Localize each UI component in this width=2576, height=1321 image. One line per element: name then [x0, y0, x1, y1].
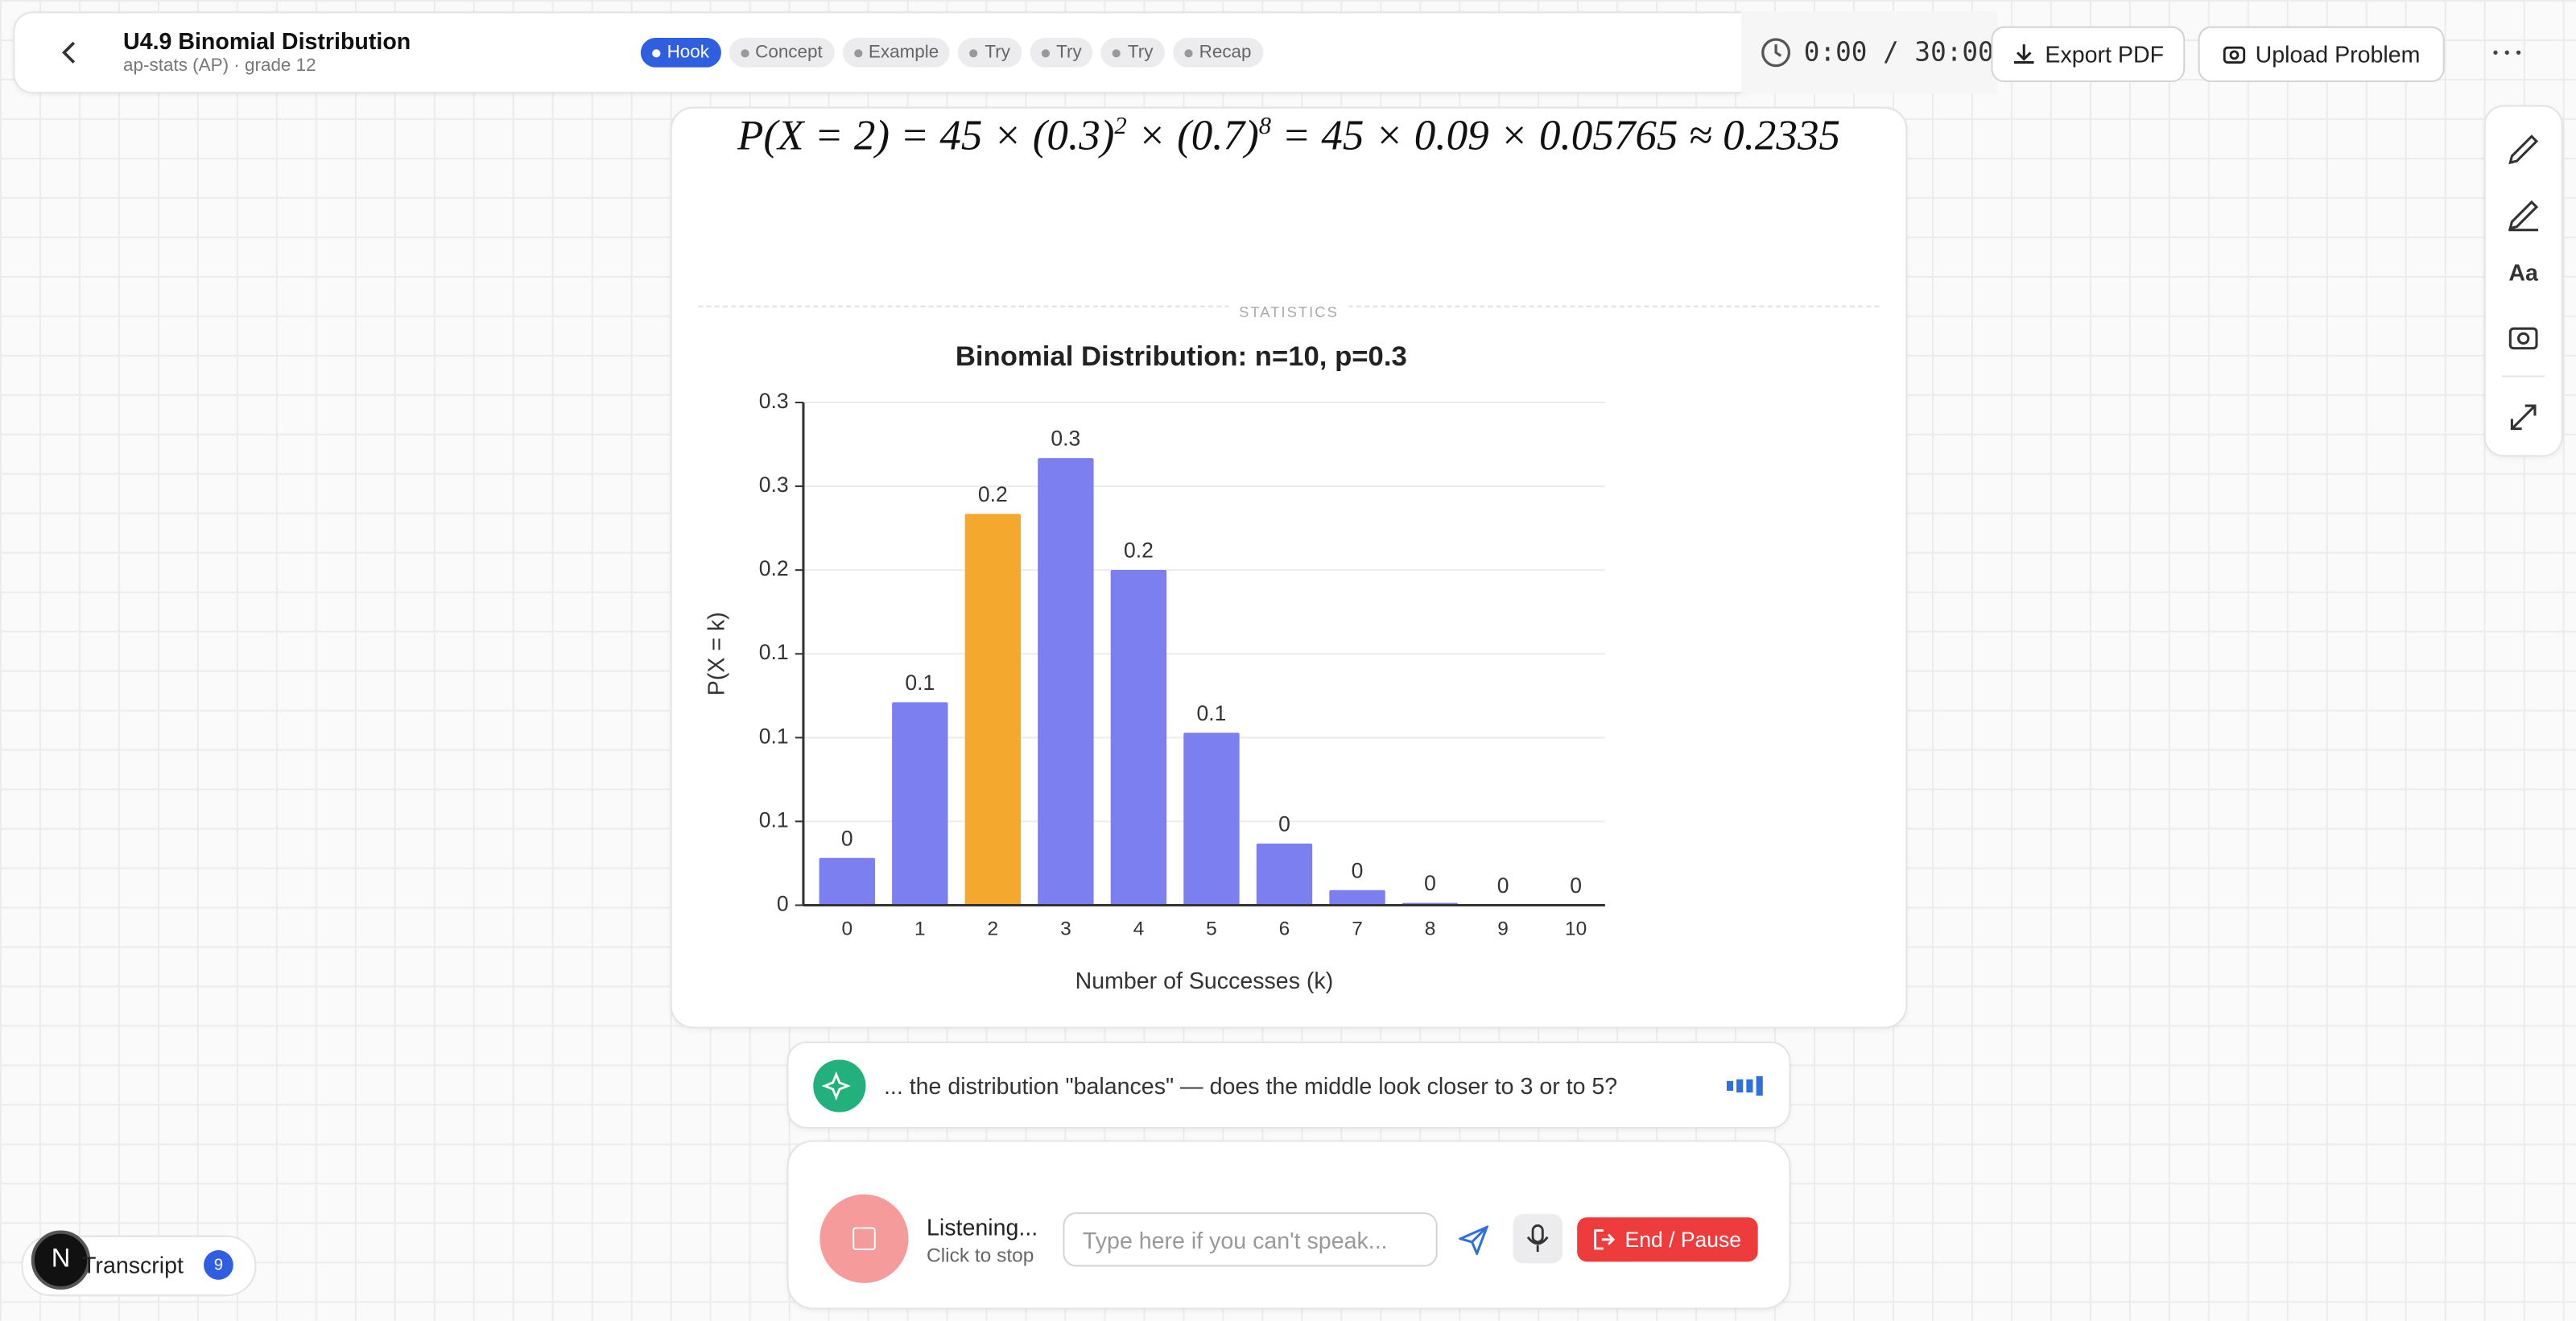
x-tick-label: 4	[1133, 919, 1145, 940]
text-input[interactable]: Type here if you can't speak...	[1063, 1212, 1437, 1266]
step-label: Example	[869, 43, 939, 62]
audio-indicator	[1727, 1076, 1766, 1096]
bar	[892, 702, 947, 905]
chart-title: Binomial Distribution: n=10, p=0.3	[956, 341, 1407, 372]
step-label: Hook	[667, 43, 709, 62]
y-tick-label: 0.1	[759, 807, 789, 832]
text-tool[interactable]: Aa	[2508, 260, 2539, 286]
y-tick-label: 0.1	[759, 640, 789, 664]
step-label: Try	[1056, 43, 1082, 62]
x-tick-label: 7	[1352, 919, 1363, 940]
chart: Binomial Distribution: n=10, p=0.3 Numbe…	[672, 109, 1906, 1027]
value-label: 0	[1497, 873, 1509, 898]
transcript-count: 9	[204, 1250, 233, 1280]
step-pill[interactable]: Example	[842, 38, 950, 68]
bar	[1257, 844, 1312, 906]
x-tick-label: 9	[1497, 919, 1509, 940]
value-label: 0.3	[1051, 427, 1080, 451]
assistant-bubble: ... the distribution "balances" — does t…	[787, 1042, 1791, 1129]
x-tick-label: 1	[914, 919, 926, 940]
send-button[interactable]	[1459, 1225, 1488, 1255]
board-card: P(X = 2) = 45 × (0.3)2 × (0.7)8 = 45 × 0…	[671, 107, 1908, 1029]
x-tick-label: 10	[1565, 919, 1587, 940]
assistant-avatar	[813, 1059, 865, 1112]
bar	[1111, 570, 1166, 906]
value-label: 0	[841, 826, 853, 850]
value-label: 0.1	[905, 671, 935, 695]
y-axis-label: P(X = k)	[704, 612, 729, 696]
x-tick-label: 5	[1206, 919, 1217, 940]
x-tick-label: 6	[1279, 919, 1290, 940]
x-tick-label: 0	[841, 919, 852, 940]
value-label: 0.2	[1124, 539, 1154, 563]
value-label: 0.1	[1197, 701, 1227, 725]
tool-icons: Aa	[2486, 107, 2562, 456]
y-tick-label: 0.1	[759, 724, 789, 748]
back-button[interactable]	[56, 39, 82, 66]
bar	[1183, 733, 1239, 905]
status-hint: Click to stop	[927, 1244, 1034, 1267]
step-pill[interactable]: Try	[959, 38, 1022, 68]
voice-panel: Listening... Click to stop Type here if …	[787, 1140, 1791, 1309]
lesson-subtitle: ap-stats (AP) · grade 12	[123, 56, 316, 75]
download-icon	[2013, 43, 2036, 66]
assistant-message: ... the distribution "balances" — does t…	[884, 1073, 1617, 1100]
tool-palette: Aa	[2484, 105, 2563, 457]
more-menu[interactable]	[2491, 46, 2524, 59]
step-pill[interactable]: Hook	[641, 38, 720, 68]
value-label: 0.2	[978, 482, 1008, 506]
x-axis-label: Number of Successes (k)	[1075, 968, 1334, 994]
y-tick-label: 0	[777, 891, 789, 915]
mic-button[interactable]	[1513, 1214, 1563, 1263]
export-pdf-button[interactable]: Export PDF	[1991, 27, 2185, 82]
expand-tool[interactable]	[2512, 406, 2535, 429]
y-tick-label: 0.3	[759, 473, 789, 497]
end-pause-label: End / Pause	[1625, 1227, 1742, 1252]
value-label: 0	[1278, 811, 1290, 836]
step-pill[interactable]: Concept	[729, 38, 834, 68]
upload-problem-button[interactable]: Upload Problem	[2198, 27, 2445, 82]
camera-icon	[2223, 43, 2246, 66]
bar	[1329, 890, 1385, 906]
bar	[819, 858, 875, 906]
step-label: Try	[1128, 43, 1154, 62]
step-pill[interactable]: Try	[1101, 38, 1165, 68]
input-placeholder: Type here if you can't speak...	[1083, 1227, 1388, 1253]
end-pause-button[interactable]: End / Pause	[1577, 1217, 1757, 1261]
step-label: Recap	[1199, 43, 1252, 62]
y-tick-label: 0.3	[759, 389, 789, 413]
value-label: 0	[1570, 873, 1582, 898]
x-tick-label: 8	[1425, 919, 1436, 940]
y-tick-label: 0.2	[759, 556, 789, 580]
upload-label: Upload Problem	[2256, 41, 2421, 68]
export-label: Export PDF	[2045, 41, 2164, 68]
step-pill[interactable]: Recap	[1173, 38, 1263, 68]
lesson-steps: Hook Concept Example Try Try Try Recap	[641, 38, 1271, 68]
bar	[965, 514, 1021, 905]
lesson-title: U4.9 Binomial Distribution	[123, 28, 411, 55]
highlighter-tool[interactable]	[2508, 202, 2538, 230]
timer: 0:00 / 30:00	[1804, 36, 1994, 68]
value-label: 0	[1352, 858, 1364, 882]
step-pill[interactable]: Try	[1030, 38, 1093, 68]
step-label: Concept	[755, 43, 823, 62]
clock-icon	[1760, 36, 1793, 69]
transcript-label: Transcript	[82, 1252, 184, 1278]
x-tick-label: 3	[1060, 919, 1071, 940]
stop-button[interactable]	[819, 1195, 908, 1283]
value-label: 0	[1424, 871, 1436, 895]
x-tick-label: 2	[988, 919, 999, 940]
camera-tool[interactable]	[2510, 328, 2537, 348]
bar	[1038, 458, 1093, 905]
pen-tool[interactable]	[2510, 136, 2537, 163]
status-title: Listening...	[927, 1214, 1038, 1241]
step-label: Try	[985, 43, 1010, 62]
